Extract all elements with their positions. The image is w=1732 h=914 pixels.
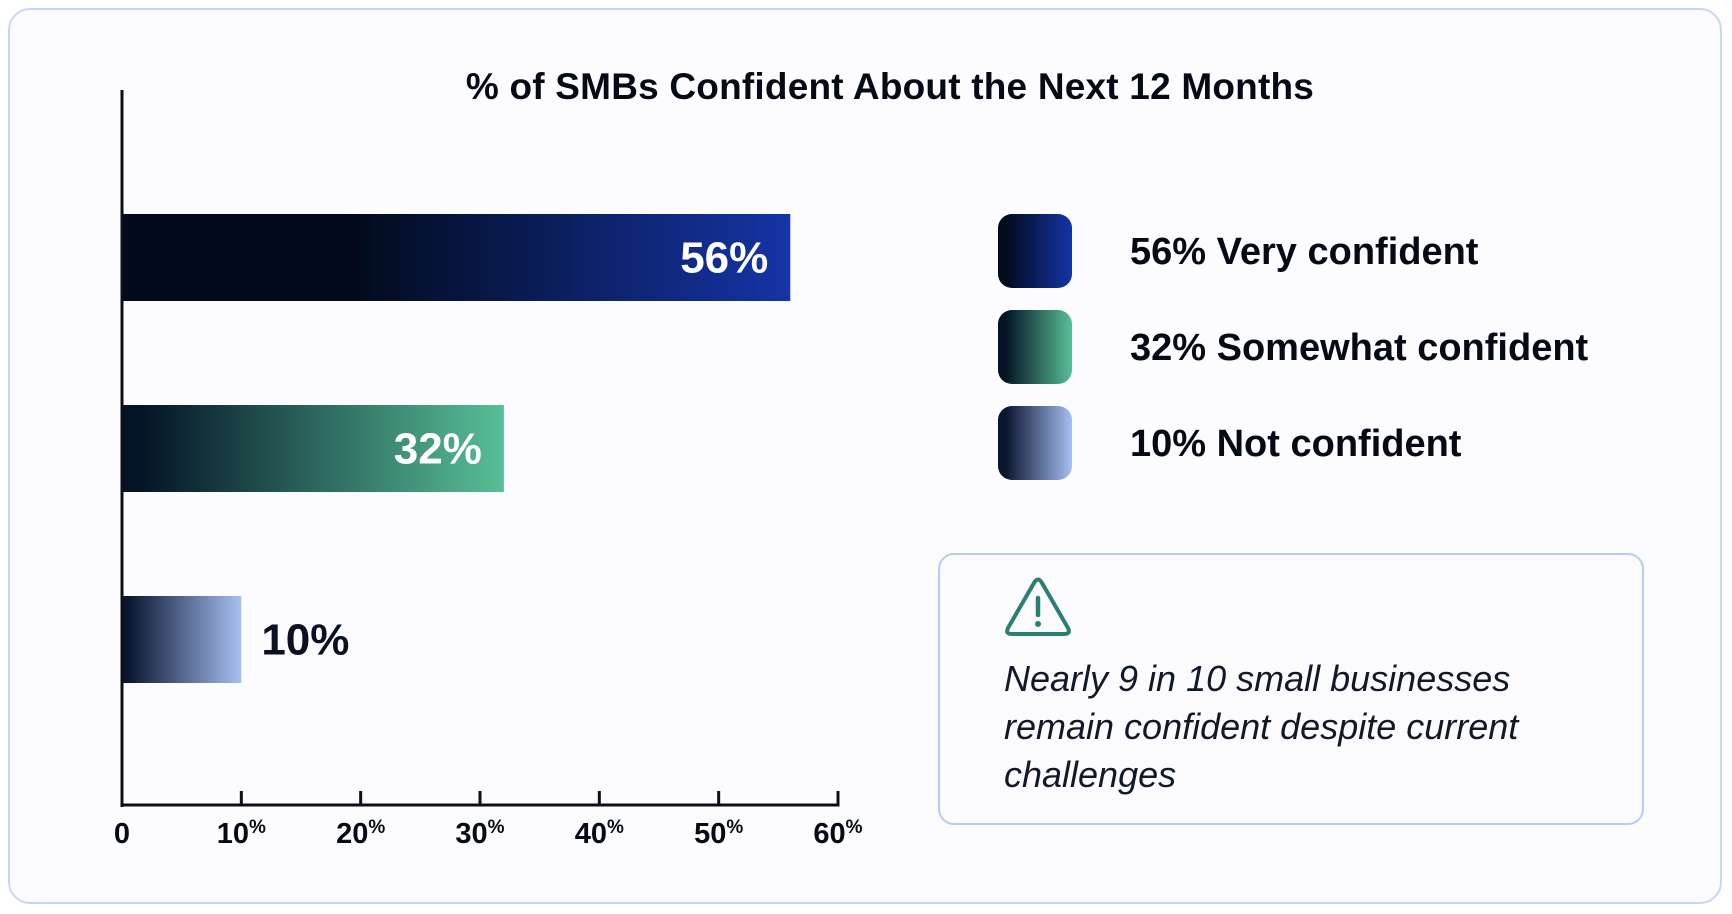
x-tick-label-20: 20% — [336, 817, 385, 850]
callout-text: Nearly 9 in 10 small businesses remain c… — [1004, 658, 1519, 795]
x-tick-label-40: 40% — [575, 817, 624, 850]
legend-swatch-somewhat-confident — [998, 310, 1072, 384]
x-tick-label-30: 30% — [455, 817, 504, 850]
bar-not-confident — [122, 596, 242, 683]
legend-label-very-confident: 56% Very confident — [1130, 231, 1479, 273]
insight-callout: Nearly 9 in 10 small businesses remain c… — [938, 553, 1644, 825]
bar-very-confident — [122, 214, 791, 301]
bar-label-not-confident: 10% — [261, 616, 349, 665]
legend-label-not-confident: 10% Not confident — [1130, 423, 1462, 465]
warning-triangle-icon — [1005, 577, 1071, 636]
legend-label-somewhat-confident: 32% Somewhat confident — [1130, 327, 1589, 369]
x-tick-label-60: 60% — [813, 817, 862, 850]
x-tick-label-0: 0 — [114, 818, 130, 850]
x-tick-label-50: 50% — [694, 817, 743, 850]
bar-somewhat-confident — [122, 405, 504, 492]
x-tick-label-10: 10% — [217, 817, 266, 850]
bar-label-very-confident: 56% — [680, 234, 768, 283]
legend-swatch-very-confident — [998, 214, 1072, 288]
bar-label-somewhat-confident: 32% — [394, 425, 482, 474]
chart-title: % of SMBs Confident About the Next 12 Mo… — [465, 66, 1315, 107]
legend-swatch-not-confident — [998, 406, 1072, 480]
